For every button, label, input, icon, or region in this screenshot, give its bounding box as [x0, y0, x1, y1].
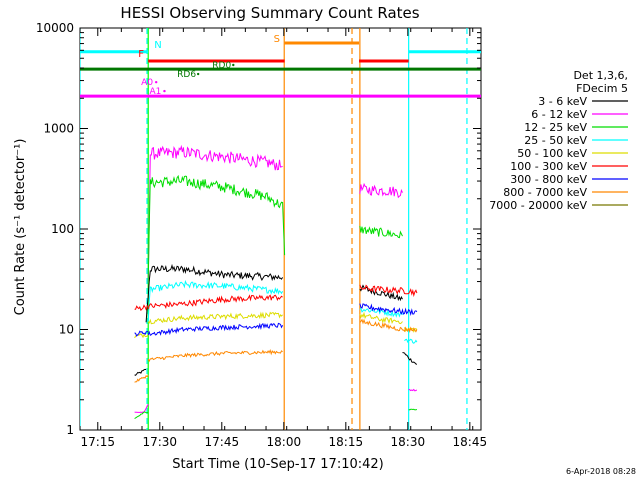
series-7-segment-1 [147, 349, 283, 363]
legend-label-4: 50 - 100 keV [517, 147, 587, 160]
state-label-A1: A1 [149, 87, 161, 97]
series-6-segment-1 [147, 322, 284, 336]
state-label-RD0: RD0 [212, 61, 231, 71]
series-1-segment-3 [408, 388, 418, 392]
legend-label-6: 300 - 800 keV [510, 173, 587, 186]
chart-title: HESSI Observing Summary Count Rates [120, 4, 419, 22]
state-dot-RD0 [232, 63, 235, 67]
series-0-segment-0 [134, 368, 147, 376]
axes: 1 10 100 1000 10000 17:15 17:30 17:45 18:00 18:15… [36, 21, 487, 449]
footer-timestamp: 6-Apr-2018 08:28 [566, 467, 636, 476]
state-dot-A0 [154, 80, 158, 84]
series-7-segment-0 [134, 374, 149, 383]
legend-label-8: 7000 - 20000 keV [489, 199, 587, 212]
series-1-segment-0 [134, 404, 149, 414]
y-tick-label: 1 [66, 423, 74, 437]
mode-label-S: S [274, 34, 280, 45]
mode-label-N: N [154, 40, 161, 51]
x-tick-label: 18:15 [329, 435, 364, 449]
series-2-segment-3 [408, 408, 417, 411]
x-tick-label: 17:15 [80, 435, 115, 449]
x-tick-label: 18:30 [391, 435, 426, 449]
state-label-A0: A0 [141, 78, 153, 88]
legend-label-3: 25 - 50 keV [524, 134, 587, 147]
series-5-segment-2 [359, 284, 418, 298]
series-0-segment-2 [359, 284, 403, 302]
legend-label-2: 12 - 25 keV [524, 121, 587, 134]
series-5-segment-0 [134, 304, 149, 312]
y-tick-label: 100 [51, 222, 74, 236]
series-4-segment-1 [147, 311, 283, 325]
legend-label-5: 100 - 300 keV [510, 160, 587, 173]
series-2-segment-2 [359, 225, 403, 239]
x-tick-label: 18:00 [267, 435, 302, 449]
series-3-segment-1 [359, 306, 403, 318]
state-label-RD6: RD6 [177, 70, 196, 80]
series-2-segment-0 [134, 411, 149, 420]
series-4-segment-2 [359, 311, 403, 325]
mode-label-F: F [138, 49, 144, 60]
y-tick-label: 10 [59, 323, 74, 337]
legend-header-1: FDecim 5 [576, 82, 628, 95]
legend-label-1: 6 - 12 keV [531, 108, 587, 121]
legend-header-0: Det 1,3,6, [573, 69, 628, 82]
y-axis-title-text: Count Rate (s⁻¹ detector⁻¹) [13, 139, 28, 316]
series-6-segment-2 [359, 303, 418, 316]
y-axis-title: Count Rate (s⁻¹ detector⁻¹) [13, 139, 28, 316]
series-7-segment-2 [359, 318, 418, 333]
x-tick-label: 17:45 [205, 435, 240, 449]
x-axis-title: Start Time (10-Sep-17 17:10:42) [172, 457, 383, 472]
state-dot-RD6 [196, 72, 200, 76]
series-0-segment-1 [145, 263, 284, 323]
series-0-segment-3 [402, 352, 418, 365]
series-3-segment-2 [404, 338, 418, 344]
series-2-segment-1 [147, 174, 286, 284]
x-tick-label: 17:30 [142, 435, 177, 449]
series-1-segment-2 [359, 182, 403, 199]
series-5-segment-1 [147, 294, 283, 310]
state-dot-A1 [163, 89, 166, 93]
y-tick-label: 1000 [43, 122, 74, 136]
legend-label-0: 3 - 6 keV [538, 95, 587, 108]
legend-label-7: 800 - 7000 keV [503, 186, 587, 199]
y-tick-label: 10000 [36, 21, 74, 35]
series-3-segment-0 [147, 279, 284, 322]
series-6-segment-0 [134, 330, 149, 337]
x-tick-label: 18:45 [453, 435, 488, 449]
series-1-segment-1 [147, 144, 283, 284]
